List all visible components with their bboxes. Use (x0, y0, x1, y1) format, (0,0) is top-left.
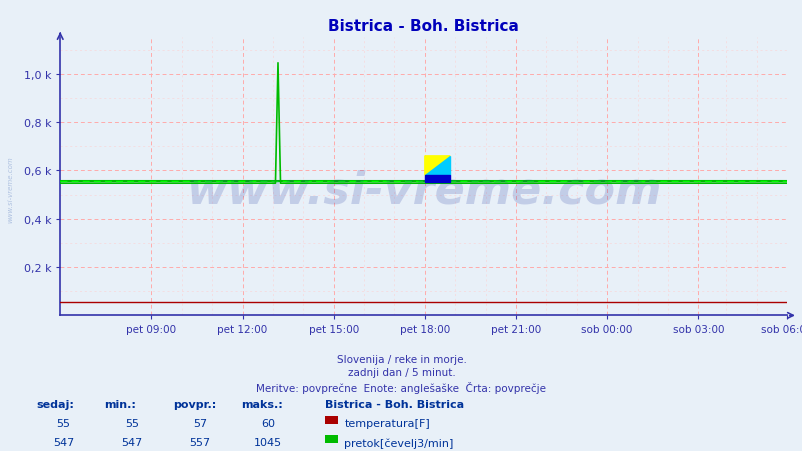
Polygon shape (424, 156, 450, 176)
Text: maks.:: maks.: (241, 399, 282, 409)
Title: Bistrica - Boh. Bistrica: Bistrica - Boh. Bistrica (328, 19, 518, 34)
Polygon shape (424, 156, 450, 176)
Text: 1045: 1045 (253, 437, 282, 447)
Text: 60: 60 (261, 419, 275, 428)
Text: min.:: min.: (104, 399, 136, 409)
Text: sedaj:: sedaj: (36, 399, 74, 409)
Text: Bistrica - Boh. Bistrica: Bistrica - Boh. Bistrica (325, 399, 464, 409)
Text: 547: 547 (121, 437, 142, 447)
Text: pretok[čevelj3/min]: pretok[čevelj3/min] (344, 437, 453, 448)
Text: temperatura[F]: temperatura[F] (344, 419, 430, 428)
Text: 547: 547 (53, 437, 74, 447)
Text: www.si-vreme.com: www.si-vreme.com (7, 156, 14, 223)
Text: 557: 557 (189, 437, 210, 447)
Text: 55: 55 (124, 419, 139, 428)
Text: povpr.:: povpr.: (172, 399, 216, 409)
Polygon shape (424, 176, 450, 183)
Text: Slovenija / reke in morje.
zadnji dan / 5 minut.
Meritve: povprečne  Enote: angl: Slovenija / reke in morje. zadnji dan / … (256, 354, 546, 393)
Text: 57: 57 (192, 419, 207, 428)
Text: www.si-vreme.com: www.si-vreme.com (185, 170, 661, 212)
Text: 55: 55 (56, 419, 71, 428)
